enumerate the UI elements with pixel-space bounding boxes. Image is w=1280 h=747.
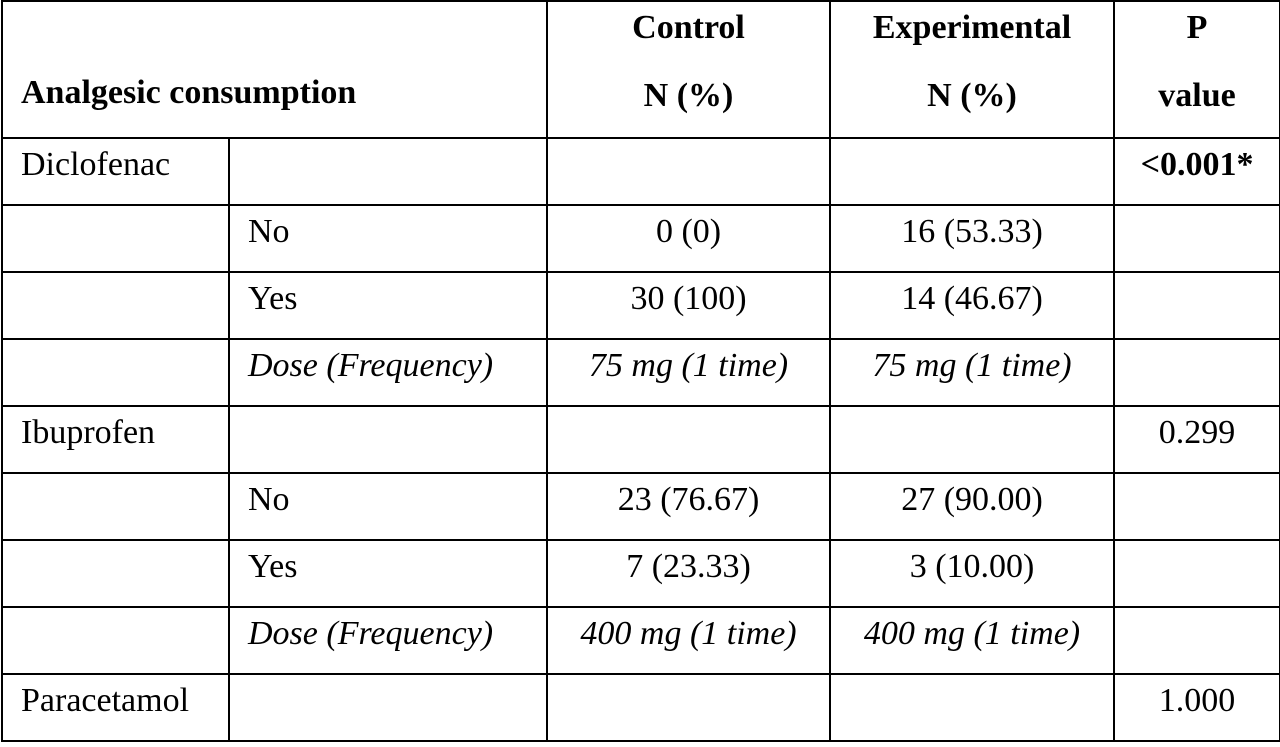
empty-cell: [227, 137, 549, 206]
row-label: No: [227, 204, 549, 273]
header-control-title: Control: [632, 9, 745, 46]
group-name: Diclofenac: [1, 137, 230, 206]
control-cell: 0 (0): [546, 204, 832, 273]
table-row: No 23 (76.67) 27 (90.00): [1, 472, 1280, 541]
row-label: Yes: [227, 539, 549, 608]
table-row: No 0 (0) 16 (53.33): [1, 204, 1280, 273]
group-row-diclofenac: Diclofenac <0.001*: [1, 137, 1280, 206]
empty-cell: [1113, 338, 1280, 407]
header-row: Analgesic consumption Control N (%) Expe…: [0, 0, 1280, 139]
empty-cell: [1113, 472, 1280, 541]
p-value-cell: 1.000: [1113, 673, 1280, 742]
experimental-cell: 75 mg (1 time): [829, 338, 1116, 407]
header-p-value: P value: [1113, 0, 1280, 139]
header-p-line1: P: [1186, 9, 1208, 46]
empty-cell: [1113, 271, 1280, 340]
group-name: Paracetamol: [1, 673, 230, 742]
table-header: Analgesic consumption Control N (%) Expe…: [0, 0, 1280, 139]
table-row: Yes 30 (100) 14 (46.67): [1, 271, 1280, 340]
row-label: Yes: [227, 271, 549, 340]
empty-cell: [227, 673, 549, 742]
experimental-cell: 27 (90.00): [829, 472, 1116, 541]
empty-cell: [1, 539, 230, 608]
header-control: Control N (%): [546, 0, 832, 139]
empty-cell: [1, 271, 230, 340]
control-cell: 30 (100): [546, 271, 832, 340]
table-row: Dose (Frequency) 75 mg (1 time) 75 mg (1…: [1, 338, 1280, 407]
control-cell: 400 mg (1 time): [546, 606, 832, 675]
table-row: Yes 7 (23.33) 3 (10.00): [1, 539, 1280, 608]
header-analgesic-consumption: Analgesic consumption: [0, 0, 549, 139]
group-row-paracetamol: Paracetamol 1.000: [1, 673, 1280, 742]
empty-cell: [1, 606, 230, 675]
control-cell: 7 (23.33): [546, 539, 832, 608]
empty-cell: [829, 137, 1116, 206]
empty-cell: [1113, 539, 1280, 608]
empty-cell: [829, 405, 1116, 474]
empty-cell: [546, 673, 832, 742]
row-label: Dose (Frequency): [227, 338, 549, 407]
experimental-cell: 400 mg (1 time): [829, 606, 1116, 675]
empty-cell: [1, 204, 230, 273]
empty-cell: [227, 405, 549, 474]
header-experimental-title: Experimental: [872, 9, 1072, 46]
empty-cell: [1, 338, 230, 407]
experimental-cell: 14 (46.67): [829, 271, 1116, 340]
row-label: Dose (Frequency): [227, 606, 549, 675]
group-row-ibuprofen: Ibuprofen 0.299: [1, 405, 1280, 474]
empty-cell: [546, 405, 832, 474]
control-cell: 23 (76.67): [546, 472, 832, 541]
experimental-cell: 16 (53.33): [829, 204, 1116, 273]
group-name: Ibuprofen: [1, 405, 230, 474]
empty-cell: [1113, 204, 1280, 273]
p-value-cell: <0.001*: [1113, 137, 1280, 206]
empty-cell: [829, 673, 1116, 742]
header-experimental-unit: N (%): [927, 77, 1017, 114]
empty-cell: [546, 137, 832, 206]
experimental-cell: 3 (10.00): [829, 539, 1116, 608]
header-experimental: Experimental N (%): [829, 0, 1116, 139]
row-label: No: [227, 472, 549, 541]
control-cell: 75 mg (1 time): [546, 338, 832, 407]
header-p-line2: value: [1158, 77, 1236, 114]
empty-cell: [1, 472, 230, 541]
table-row: Dose (Frequency) 400 mg (1 time) 400 mg …: [1, 606, 1280, 675]
header-control-unit: N (%): [643, 77, 734, 114]
empty-cell: [1113, 606, 1280, 675]
table-body: Diclofenac <0.001* No 0 (0) 16 (53.33) Y…: [1, 137, 1280, 742]
p-value-cell: 0.299: [1113, 405, 1280, 474]
